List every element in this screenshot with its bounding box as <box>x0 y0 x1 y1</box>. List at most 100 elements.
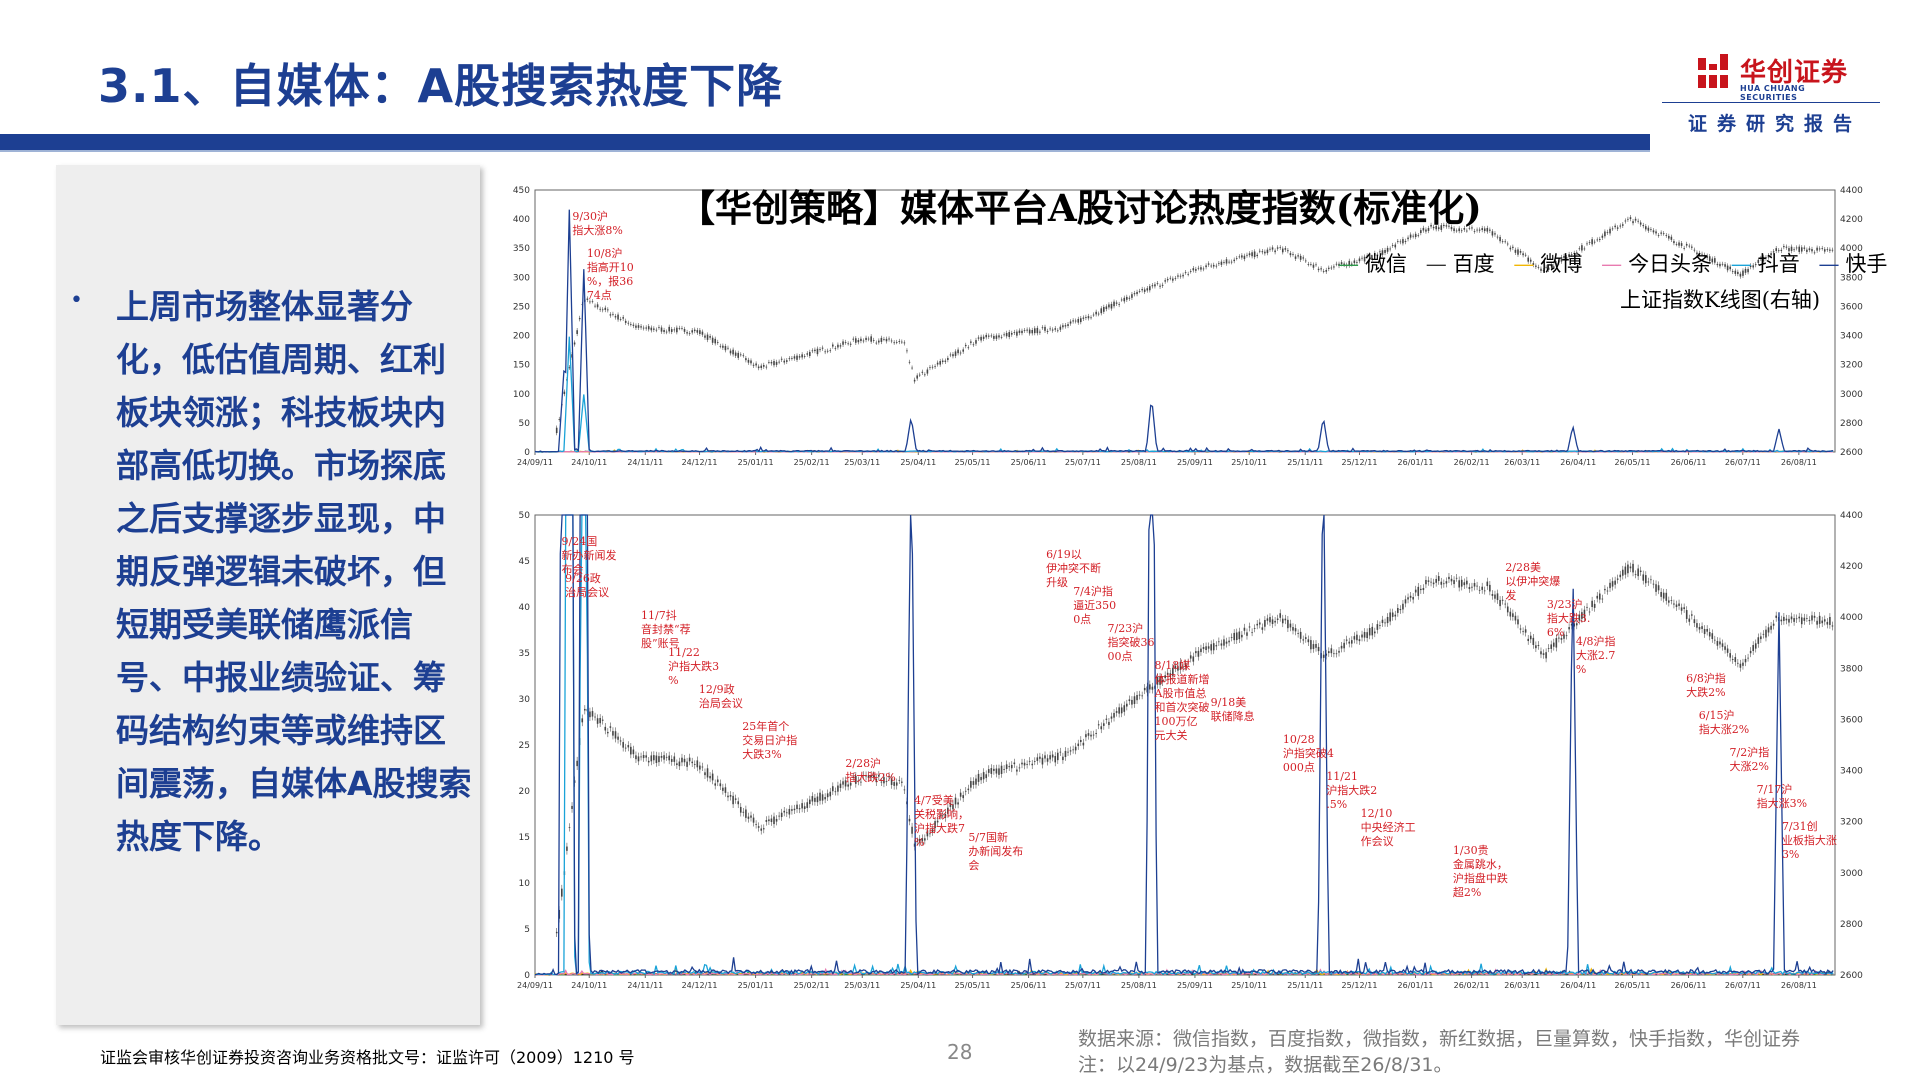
kline-candle <box>670 329 673 332</box>
kline-candle <box>821 347 824 349</box>
kline-candle <box>875 342 878 344</box>
kline-candle <box>1340 645 1343 649</box>
kline-candle <box>663 330 665 332</box>
kline-candle <box>1742 270 1744 276</box>
kline-candle <box>1601 598 1604 600</box>
kline-candle <box>1069 750 1072 752</box>
x-tick-label: 26/08/11 <box>1781 981 1817 990</box>
kline-candle <box>1514 615 1517 621</box>
kline-candle <box>614 316 617 318</box>
event-annotation: 8/18媒体报道新增 A股市值总和首次突破 100万亿元大关 <box>1154 659 1210 742</box>
kline-candle <box>1455 230 1458 232</box>
kline-candle <box>1678 603 1680 606</box>
x-tick-label: 25/01/11 <box>738 458 774 467</box>
kline-candle <box>729 795 732 797</box>
kline-candle <box>814 349 816 352</box>
page-number: 28 <box>947 1040 973 1064</box>
kline-candle <box>1795 247 1798 249</box>
kline-candle <box>1409 595 1412 598</box>
x-tick-label: 25/06/11 <box>1011 981 1047 990</box>
kline-candle <box>1509 247 1512 250</box>
kline-candle <box>727 347 729 349</box>
kline-candle <box>1000 336 1003 338</box>
kline-candle <box>1443 224 1445 227</box>
kline-candle <box>1407 237 1409 240</box>
header-bar-shadow <box>0 150 1650 152</box>
kline-candle <box>1118 707 1120 714</box>
kline-candle <box>604 726 607 731</box>
event-annotation: 7/17沪指大涨3% <box>1757 782 1807 810</box>
kline-candle <box>701 766 704 768</box>
kline-candle <box>941 815 944 817</box>
kline-candle <box>1450 578 1453 582</box>
kline-candle <box>727 795 729 798</box>
y-left-tick-label: 0 <box>524 448 530 458</box>
kline-candle <box>1581 245 1583 251</box>
kline-candle <box>1284 618 1287 621</box>
kline-candle <box>1389 248 1391 250</box>
kline-candle <box>1552 266 1555 268</box>
kline-candle <box>1629 217 1632 220</box>
kline-candle <box>1729 653 1731 658</box>
kline-candle <box>1304 637 1307 639</box>
kline-candle <box>1271 619 1274 625</box>
kline-candle <box>1655 231 1657 234</box>
kline-candle <box>1179 661 1182 670</box>
kline-candle <box>1632 563 1634 573</box>
kline-candle <box>893 342 895 344</box>
kline-candle <box>1473 231 1476 232</box>
kline-candle <box>980 776 982 781</box>
kline-candle <box>908 361 911 363</box>
kline-candle <box>1120 299 1123 301</box>
kline-candle <box>1744 268 1747 273</box>
kline-candle <box>747 359 750 363</box>
kline-candle <box>1729 266 1731 270</box>
kline-candle <box>1241 255 1243 258</box>
kline-candle <box>1154 284 1156 287</box>
x-tick-label: 25/12/11 <box>1342 458 1378 467</box>
logo-english: HUA CHUANG SECURITIES <box>1740 84 1806 102</box>
kline-candle <box>1394 244 1397 248</box>
kline-candle <box>1018 767 1021 769</box>
kline-candle <box>783 360 786 363</box>
kline-candle <box>676 327 678 333</box>
kline-candle <box>568 827 571 828</box>
kline-candle <box>737 352 740 358</box>
kline-candle <box>1195 651 1197 654</box>
kline-candle <box>1719 641 1721 645</box>
kline-candle <box>1082 317 1085 319</box>
kline-candle <box>640 326 642 328</box>
y-left-tick-label: 300 <box>513 273 530 283</box>
x-tick-label: 25/05/11 <box>955 458 991 467</box>
x-tick-label: 26/04/11 <box>1560 458 1596 467</box>
kline-candle <box>1258 250 1261 252</box>
event-annotation: 12/10 中央经济工作会议 <box>1361 807 1416 848</box>
kline-candle <box>1818 615 1821 624</box>
kline-candle <box>970 781 972 788</box>
kline-candle <box>1149 286 1151 291</box>
kline-candle <box>1100 308 1103 314</box>
kline-candle <box>791 358 793 359</box>
kline-candle <box>1478 589 1481 591</box>
kline-candle <box>1412 597 1414 600</box>
kline-candle <box>1458 580 1460 588</box>
kline-candle <box>1435 225 1437 230</box>
chart-legend: — 微信 — 百度 — 微博 — 今日头条 — 抖音 — 快手 <box>1338 248 1899 278</box>
kline-candle <box>1565 635 1568 637</box>
kline-candle <box>719 345 722 347</box>
event-annotation: 6/8沪指大跌2% <box>1686 671 1726 699</box>
kline-candle <box>1223 639 1225 646</box>
kline-candle <box>1701 626 1703 629</box>
kline-candle <box>959 792 962 797</box>
kline-candle <box>716 779 719 783</box>
kline-candle <box>1166 672 1169 675</box>
kline-candle <box>1558 260 1560 263</box>
kline-candle <box>1051 754 1054 758</box>
kline-candle <box>678 761 681 767</box>
kline-candle <box>1095 732 1097 734</box>
kline-candle <box>1238 631 1241 640</box>
kline-candle <box>1289 623 1292 628</box>
kline-candle <box>883 339 885 340</box>
kline-candle <box>1813 615 1816 618</box>
kline-candle <box>1803 617 1806 621</box>
